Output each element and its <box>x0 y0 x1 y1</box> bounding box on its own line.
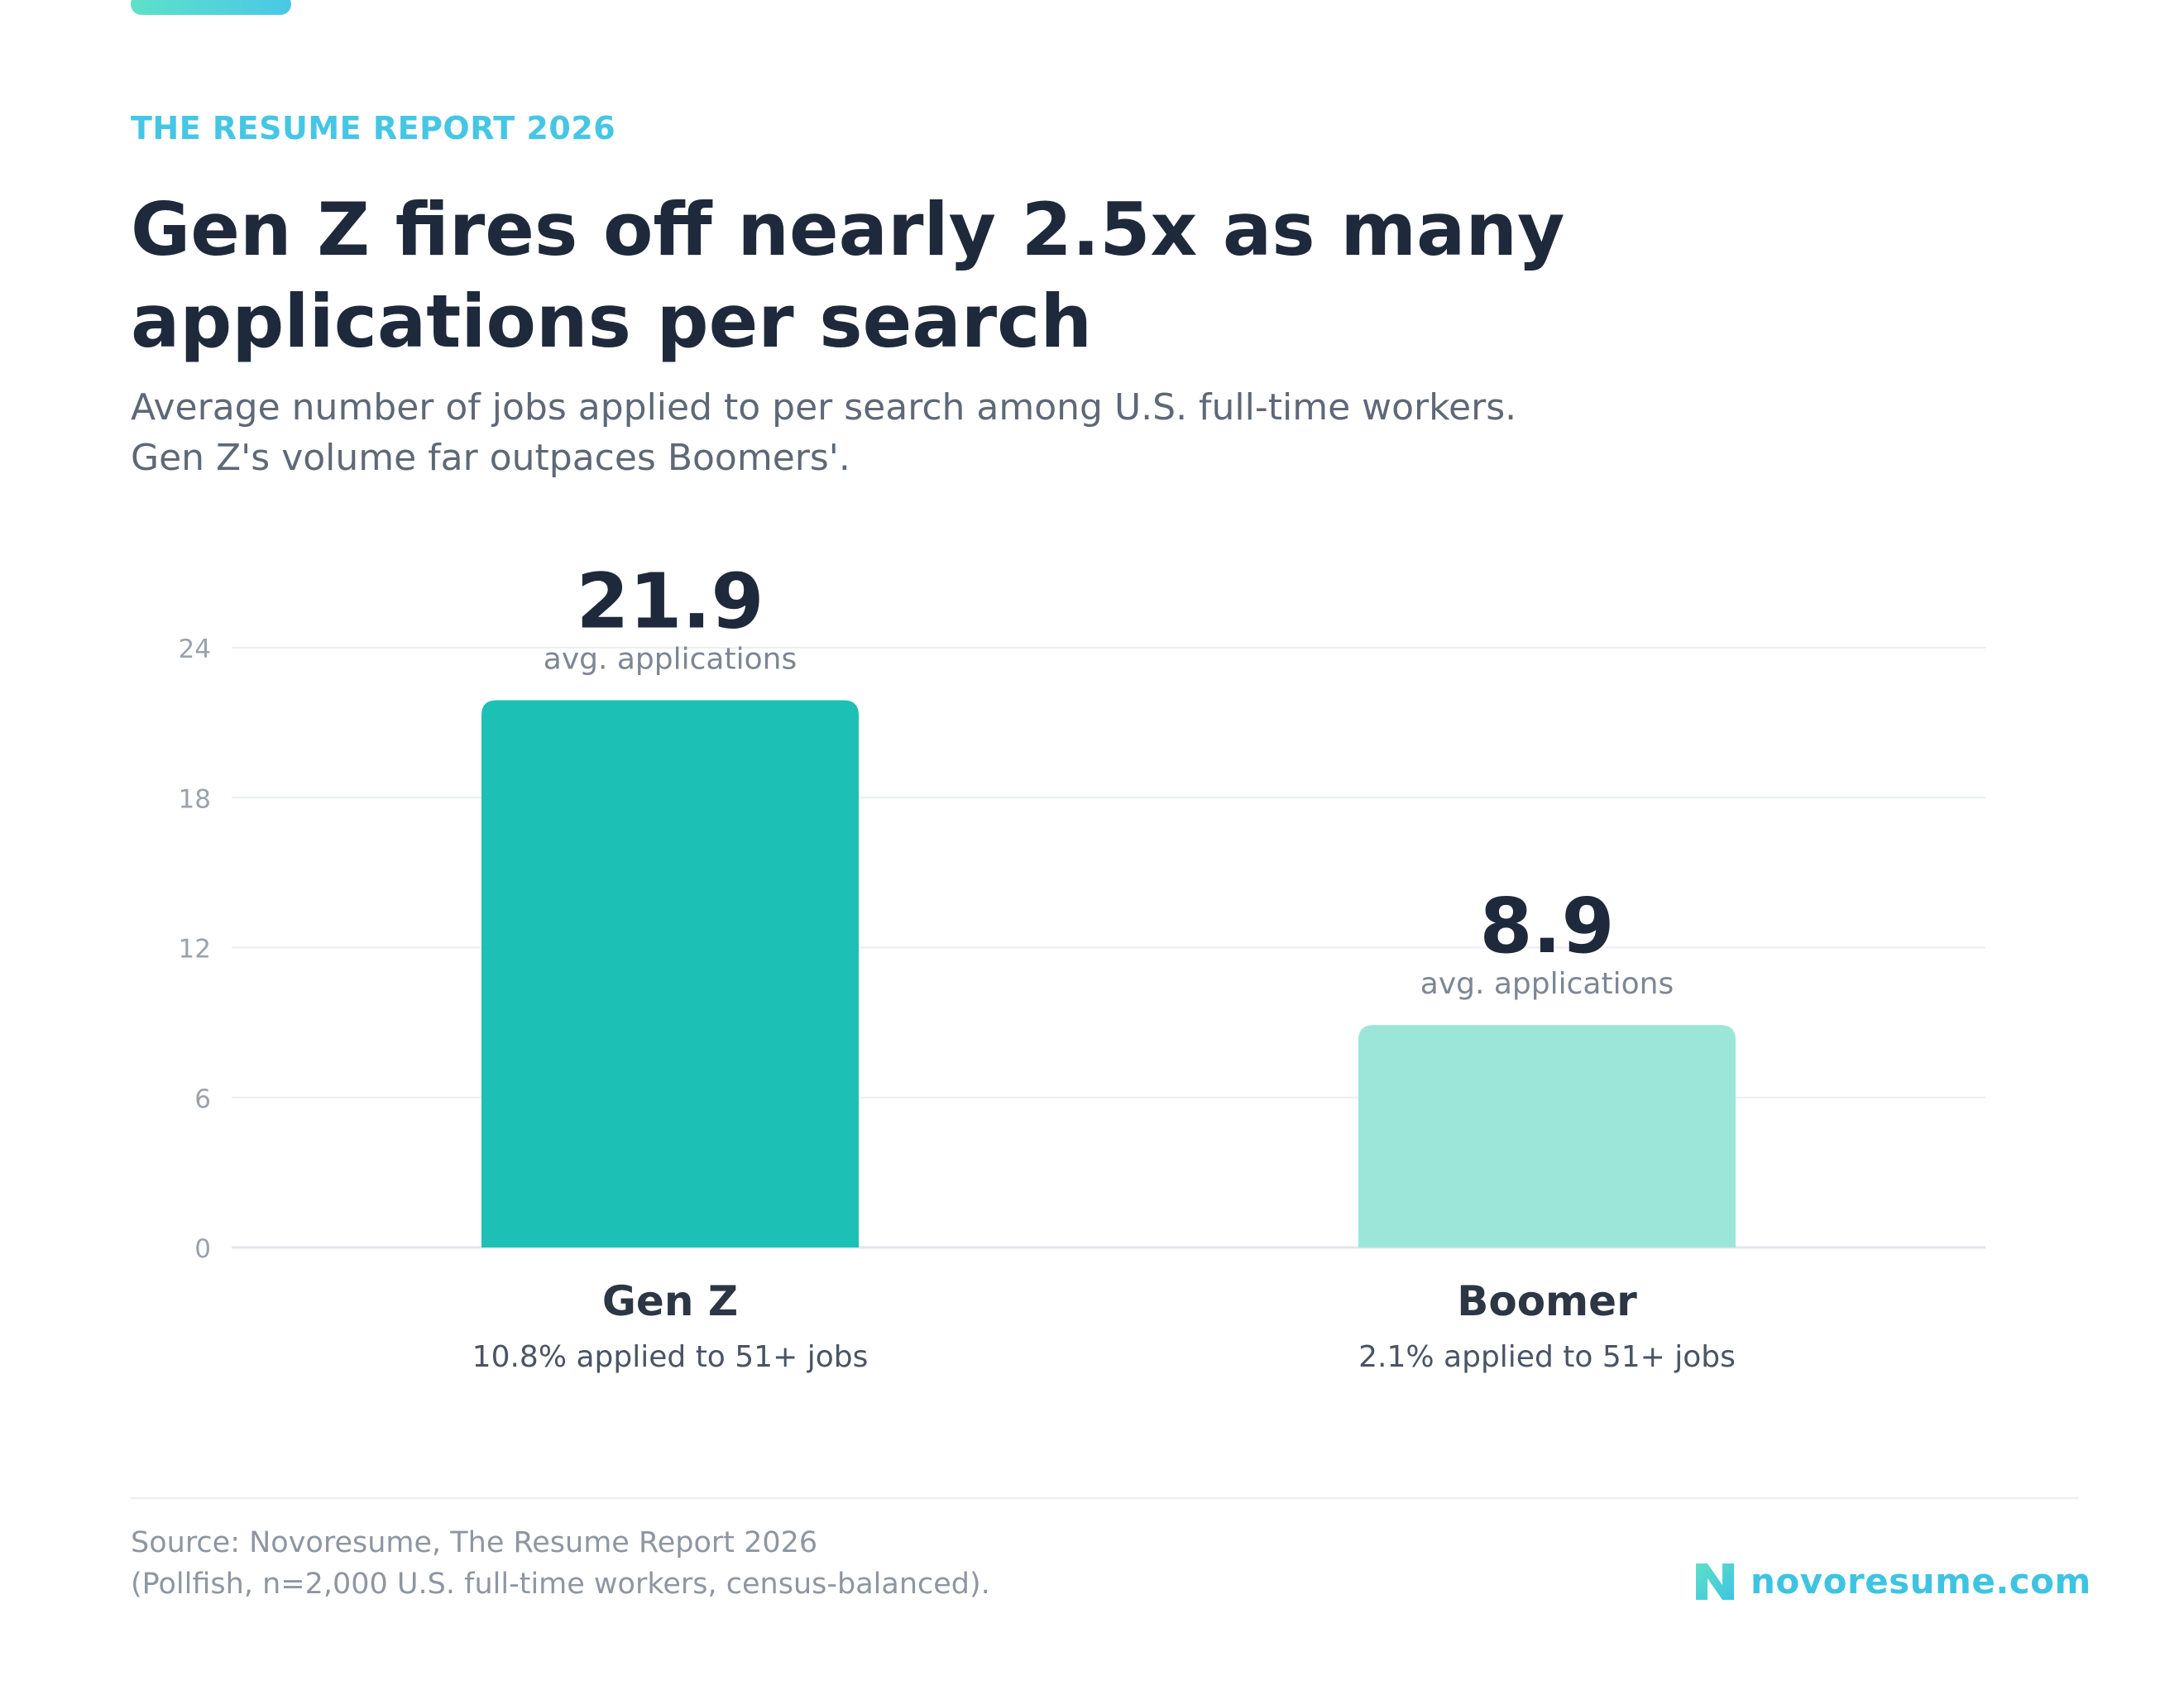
source-line-2: (Pollfish, n=2,000 U.S. full-time worker… <box>131 1568 990 1601</box>
data-label-value: 8.9 <box>1480 882 1615 970</box>
x-category-label: Boomer <box>1457 1277 1637 1325</box>
subtitle-line-2: Gen Z's volume far outpaces Boomers'. <box>131 437 850 479</box>
category-note: 10.8% applied to 51+ jobs <box>472 1340 869 1374</box>
category-note: 2.1% applied to 51+ jobs <box>1358 1340 1736 1374</box>
y-tick-label: 6 <box>194 1085 211 1114</box>
y-tick-label: 24 <box>179 634 211 664</box>
logo-wordmark: novoresume.com <box>1751 1560 2091 1602</box>
novoresume-logo-icon <box>1696 1563 1734 1600</box>
top-accent-bar <box>131 0 291 15</box>
y-tick-label: 0 <box>194 1234 211 1264</box>
report-eyebrow: THE RESUME REPORT 2026 <box>131 110 616 146</box>
brand-logo: novoresume.com <box>1691 1557 2091 1605</box>
data-label-caption: avg. applications <box>544 642 797 676</box>
chart-title: Gen Z fires off nearly 2.5x as many appl… <box>131 187 1565 364</box>
y-tick-label: 12 <box>179 935 211 965</box>
data-label-caption: avg. applications <box>1420 967 1674 1001</box>
y-tick-label: 18 <box>179 784 211 814</box>
source-line-1: Source: Novoresume, The Resume Report 20… <box>131 1526 818 1559</box>
source-note: Source: Novoresume, The Resume Report 20… <box>131 1522 990 1605</box>
data-label-value: 21.9 <box>577 557 764 645</box>
x-category-label: Gen Z <box>602 1277 738 1325</box>
bar-boomer <box>1358 1025 1736 1247</box>
footer-divider <box>131 1497 2079 1499</box>
subtitle-line-1: Average number of jobs applied to per se… <box>131 386 1517 429</box>
chart-subtitle: Average number of jobs applied to per se… <box>131 382 1516 483</box>
bar-gen-z <box>481 700 859 1247</box>
